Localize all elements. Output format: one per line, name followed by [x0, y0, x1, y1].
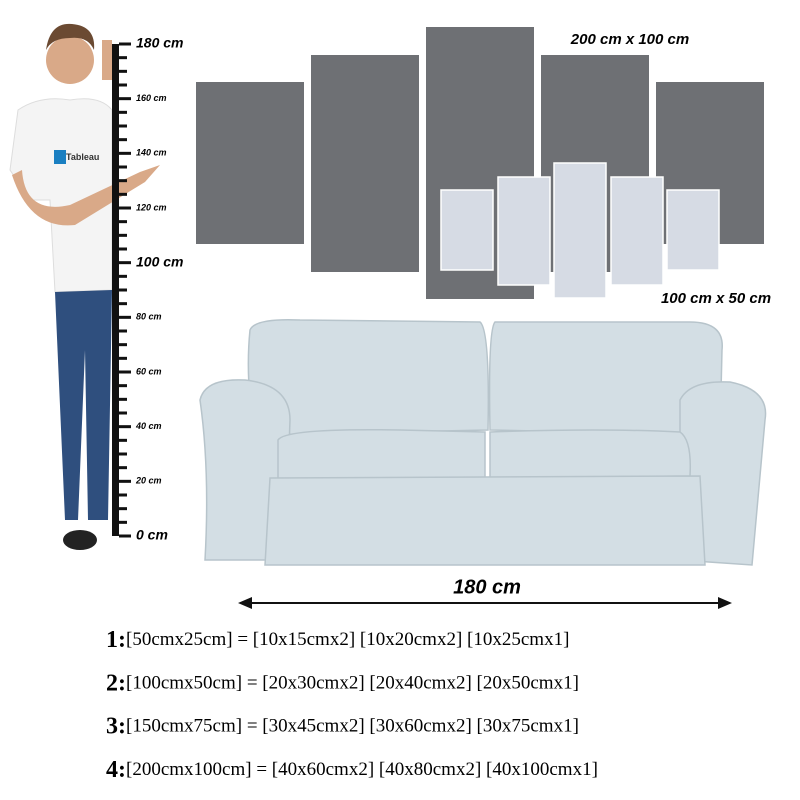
ruler-tick [119, 192, 127, 196]
ruler-tick [119, 274, 127, 278]
ruler-tick [119, 56, 127, 60]
ruler-tick [119, 247, 127, 251]
ruler-tick [119, 110, 127, 114]
size-text: [150cmx75cm] = [30x45cmx2] [30x60cmx2] [… [126, 716, 579, 737]
ruler-tick [119, 356, 127, 360]
ruler-tick [119, 302, 127, 306]
ruler-tick [119, 411, 127, 415]
ruler-label: 20 cm [135, 476, 162, 486]
ruler-label: 100 cm [136, 253, 183, 269]
small-size-label: 100 cm x 50 cm [661, 290, 771, 307]
ruler-tick [119, 507, 127, 511]
ruler-tick [119, 520, 127, 524]
logo-text: Tableau [66, 152, 99, 162]
ruler-tick [119, 384, 127, 388]
sofa-width-label: 180 cm [453, 576, 521, 598]
ruler-tick [119, 329, 127, 333]
size-list: 1:[50cmx25cm] = [10x15cmx2] [10x20cmx2] … [106, 627, 598, 783]
ruler-label: 120 cm [136, 202, 167, 212]
person: Tableau [9, 23, 160, 550]
small-panels [440, 162, 720, 299]
ruler-tick [119, 233, 127, 237]
ruler-tick [119, 370, 131, 374]
ruler-tick [119, 438, 127, 442]
ruler-label: 80 cm [136, 312, 162, 322]
ruler-tick [119, 151, 131, 155]
ruler-label: 140 cm [136, 148, 167, 158]
ruler-label: 40 cm [135, 421, 162, 431]
size-text: [200cmx100cm] = [40x60cmx2] [40x80cmx2] … [126, 759, 598, 780]
ruler-tick [119, 534, 131, 538]
ruler-tick [119, 261, 131, 265]
ruler-tick [119, 466, 127, 470]
ruler-tick [119, 42, 131, 46]
ruler-tick [119, 493, 127, 497]
ruler-tick [119, 315, 131, 319]
size-line: 4:[200cmx100cm] = [40x60cmx2] [40x80cmx2… [106, 756, 598, 782]
ruler-tick [119, 343, 127, 347]
ruler: 180 cm 160 cm 140 cm 120 cm 100 cm 80 cm 60 cm… [112, 35, 183, 543]
ruler-tick [119, 452, 127, 456]
size-index: 1: [106, 627, 126, 653]
ruler-label: 180 cm [136, 35, 183, 51]
ruler-tick [119, 206, 131, 210]
ruler-tick [119, 288, 127, 292]
ruler-label: 0 cm [136, 527, 168, 543]
ruler-label: 60 cm [136, 366, 162, 376]
ruler-tick [119, 165, 127, 169]
ruler-tick [119, 425, 131, 429]
large-size-label: 200 cm x 100 cm [570, 31, 689, 48]
size-text: [100cmx50cm] = [20x30cmx2] [20x40cmx2] [… [126, 673, 579, 694]
ruler-tick [119, 479, 131, 483]
ruler-tick [119, 97, 131, 101]
size-index: 4: [106, 756, 126, 782]
ruler-tick [119, 138, 127, 142]
ruler-tick [119, 179, 127, 183]
size-index: 3: [106, 713, 126, 739]
ruler-tick [119, 220, 127, 224]
size-line: 2:[100cmx50cm] = [20x30cmx2] [20x40cmx2]… [106, 670, 579, 696]
ruler-tick [119, 124, 127, 128]
size-line: 3:[150cmx75cm] = [30x45cmx2] [30x60cmx2]… [106, 713, 579, 739]
size-text: [50cmx25cm] = [10x15cmx2] [10x20cmx2] [1… [126, 629, 569, 650]
size-index: 2: [106, 670, 126, 696]
ruler-tick [119, 397, 127, 401]
ruler-label: 160 cm [136, 93, 167, 103]
sofa [199, 318, 767, 566]
ruler-tick [119, 83, 127, 87]
size-line: 1:[50cmx25cm] = [10x15cmx2] [10x20cmx2] … [106, 627, 569, 653]
ruler-tick [119, 69, 127, 73]
